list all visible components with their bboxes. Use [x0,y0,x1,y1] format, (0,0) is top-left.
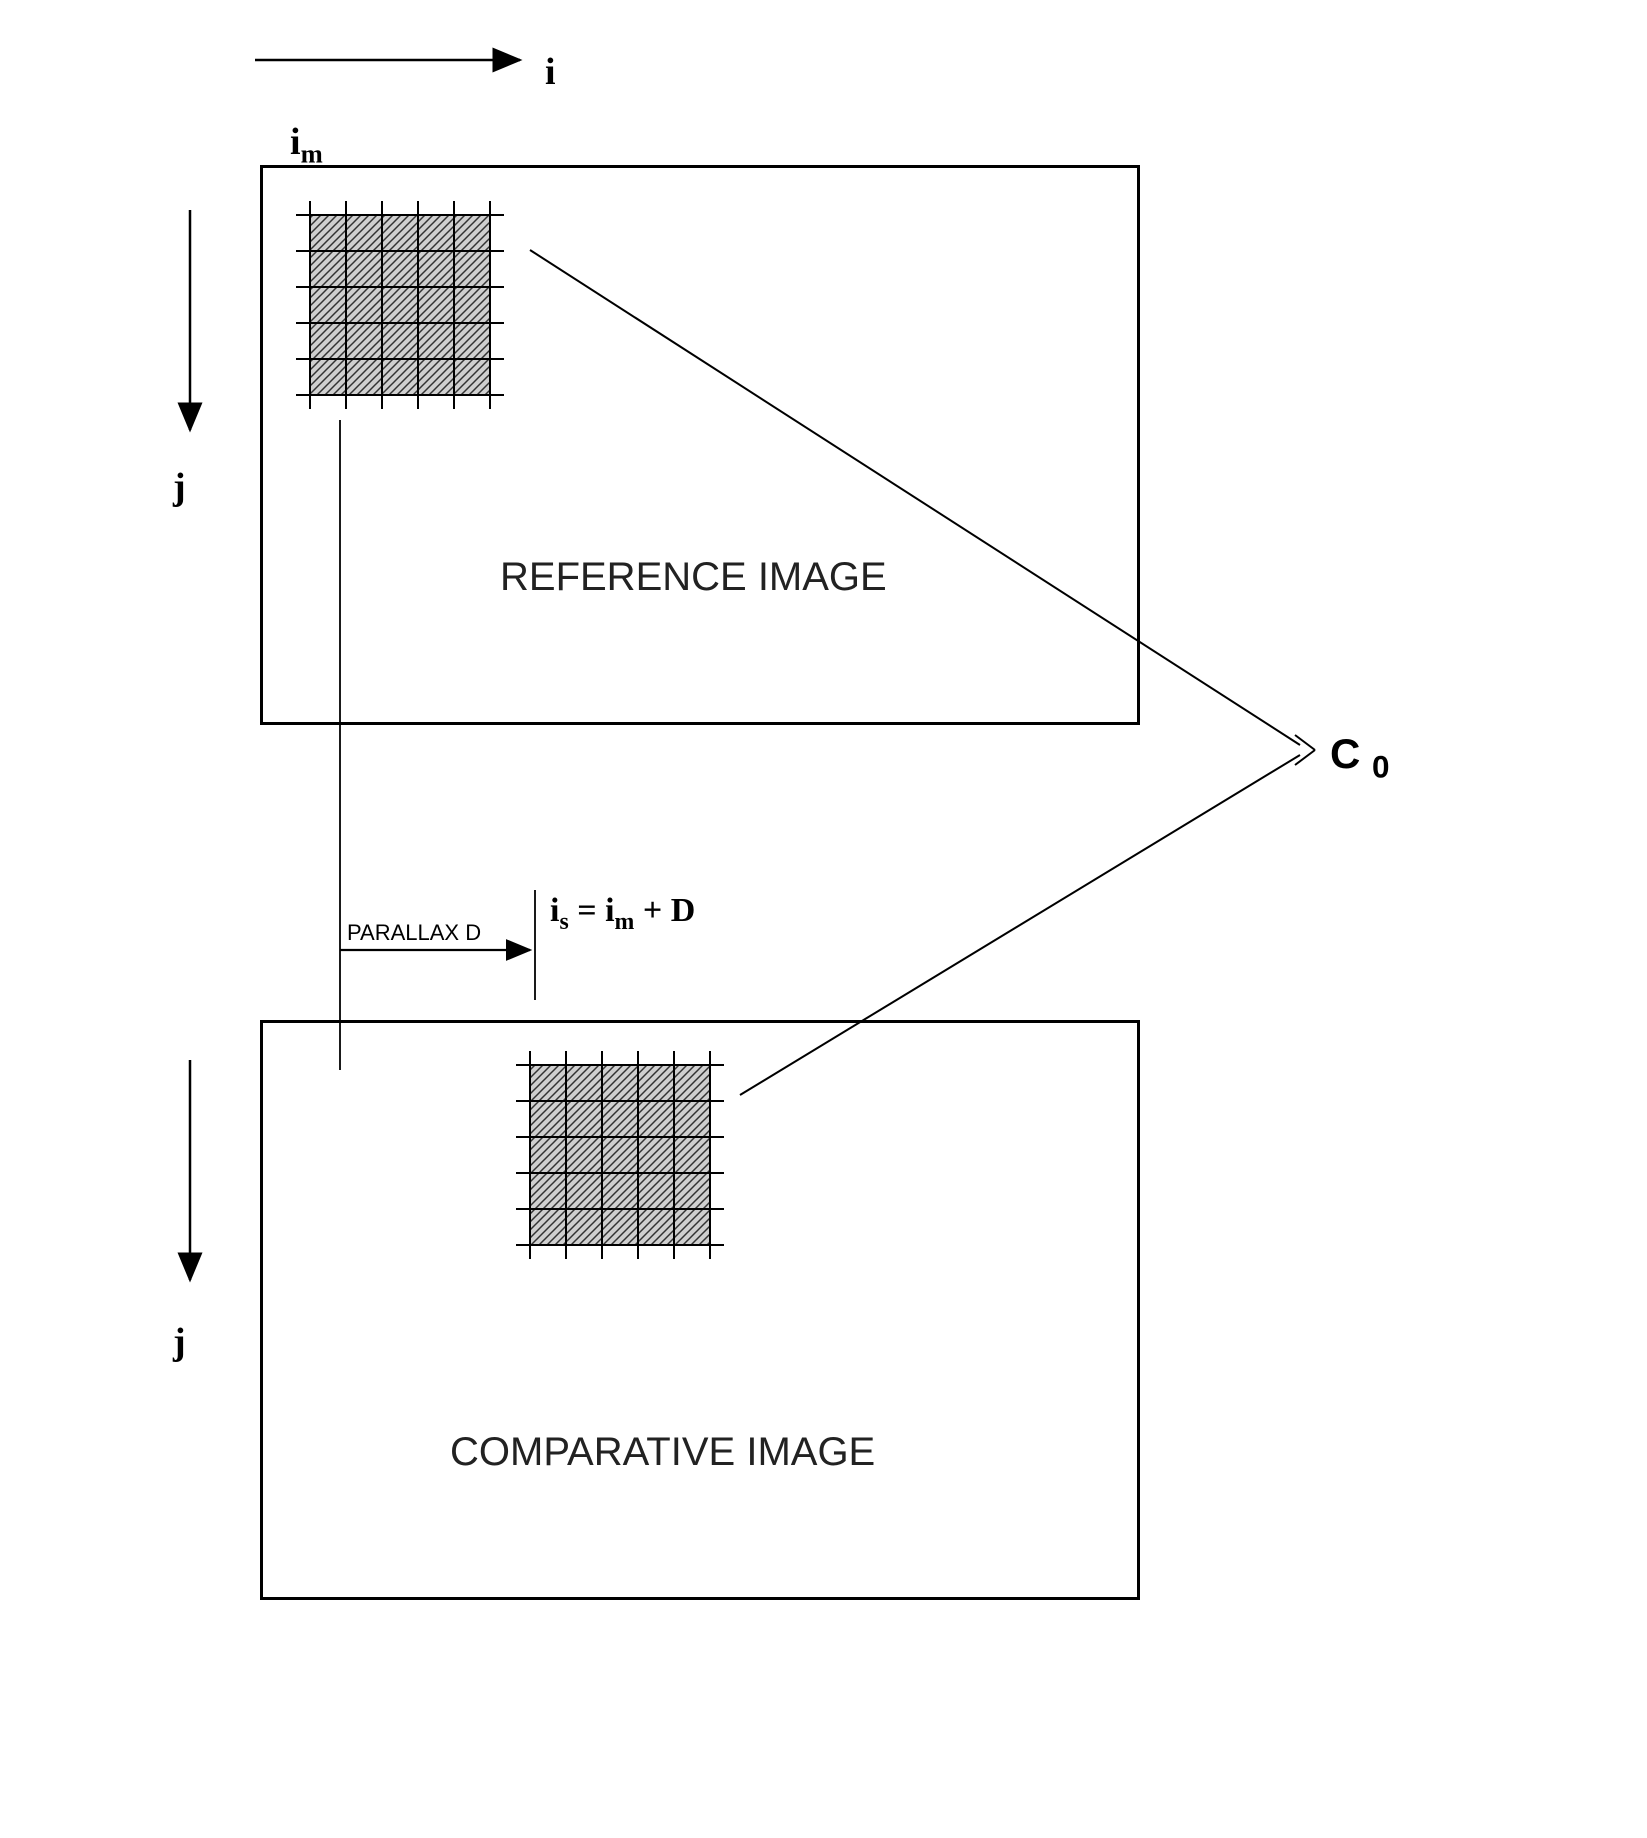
im-label-i: i [290,121,301,163]
eq-equals: = [569,892,605,929]
j-axis-label-1: j [173,465,186,509]
im-label: im [290,120,323,170]
eq-D: D [671,892,696,929]
im-label-sub: m [301,139,323,169]
comparative-label: COMPARATIVE IMAGE [450,1430,875,1475]
equation-label: is = im + D [550,892,695,936]
reference-label: REFERENCE IMAGE [500,555,887,600]
c0-C: C [1330,730,1360,777]
reference-image-box [260,165,1140,725]
parallax-label: PARALLAX D [347,920,481,946]
eq-im-sub: m [615,909,635,935]
eq-is-sub: s [559,909,568,935]
c0-sub: 0 [1372,748,1390,784]
eq-plus: + [634,892,670,929]
comparative-image-box [260,1020,1140,1600]
i-axis-label: i [545,50,556,94]
eq-im-i: i [605,892,614,929]
c0-label: C 0 [1330,730,1390,785]
diagram-container: REFERENCE IMAGE COMPARATIVE IMAGE i im j… [0,0,1647,1838]
j-axis-label-2: j [173,1320,186,1364]
